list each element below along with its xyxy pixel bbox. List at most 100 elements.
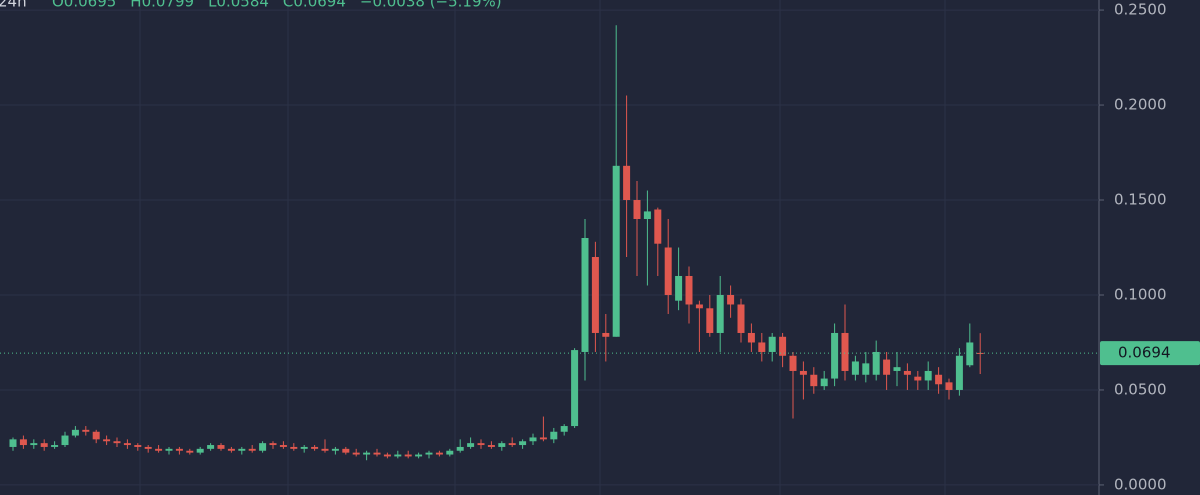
candle-body xyxy=(207,445,215,449)
candle-body xyxy=(529,437,537,442)
candle-body xyxy=(508,443,516,446)
candle-body xyxy=(768,336,776,352)
candle-body xyxy=(51,445,59,447)
last-price-label: 0.0694 xyxy=(1118,344,1171,362)
candle-body xyxy=(435,452,443,455)
candle-body xyxy=(155,448,163,451)
candle-body xyxy=(851,361,859,375)
candle-body xyxy=(404,454,412,457)
candle-body xyxy=(695,304,703,309)
candle-body xyxy=(706,308,714,333)
candle-body xyxy=(519,441,527,446)
candle-body xyxy=(581,238,589,352)
candle-body xyxy=(82,429,90,432)
candle-body xyxy=(779,336,787,356)
candle-body xyxy=(841,332,849,371)
interval-label: 24h xyxy=(0,0,27,11)
candle-body xyxy=(560,426,568,432)
ohlc-legend: L0.0584 xyxy=(208,0,269,11)
candle-body xyxy=(92,431,100,440)
candle-body xyxy=(602,332,610,337)
candle-body xyxy=(9,439,17,447)
candle-body xyxy=(758,342,766,352)
candle-body xyxy=(19,439,27,446)
candle-body xyxy=(737,304,745,333)
candle-body xyxy=(810,374,818,387)
candle-body xyxy=(259,443,267,451)
candle-body xyxy=(633,200,641,220)
candle-body xyxy=(40,443,48,447)
candle-body xyxy=(550,431,558,440)
candle-body xyxy=(165,448,173,451)
candle-body xyxy=(217,445,225,449)
candle-body xyxy=(71,429,79,436)
candle-body xyxy=(186,450,194,453)
candle-body xyxy=(61,435,69,446)
candle-body xyxy=(123,443,131,446)
ohlc-legend: C0.0694 xyxy=(283,0,346,11)
candle-body xyxy=(831,332,839,379)
candle-body xyxy=(467,443,475,447)
candle-body xyxy=(446,450,454,455)
candle-body xyxy=(311,446,319,449)
candle-body xyxy=(955,355,963,390)
candle-body xyxy=(924,370,932,381)
candle-body xyxy=(175,448,183,451)
candle-body xyxy=(144,446,152,449)
ohlc-legend: −0.0038 (−5.19%) xyxy=(360,0,502,11)
candle-body xyxy=(477,443,485,446)
candle-body xyxy=(373,452,381,455)
y-tick-label: 0.0000 xyxy=(1114,475,1167,493)
candle-body xyxy=(539,437,547,440)
candle-body xyxy=(383,454,391,457)
candle-body xyxy=(914,376,922,381)
candle-body xyxy=(664,247,672,295)
candle-body xyxy=(227,448,235,451)
candle-body xyxy=(415,454,423,457)
candle-body xyxy=(935,374,943,385)
time-grid xyxy=(139,0,946,495)
candle-body xyxy=(591,256,599,333)
ohlc-legend: H0.0799 xyxy=(130,0,194,11)
candle-body xyxy=(456,446,464,451)
candle-body xyxy=(290,446,298,449)
last-price-badge xyxy=(1100,341,1200,366)
candle-body xyxy=(675,275,683,301)
candle-body xyxy=(862,363,870,375)
candle-body xyxy=(945,382,953,390)
candle-body xyxy=(269,443,277,446)
ohlc-legend: O0.0695 xyxy=(52,0,116,11)
candle-body xyxy=(571,350,579,427)
candle-body xyxy=(799,370,807,375)
y-tick-label: 0.1000 xyxy=(1114,285,1167,303)
candle-body xyxy=(342,448,350,453)
y-tick-label: 0.1500 xyxy=(1114,191,1167,209)
candle-body xyxy=(238,448,246,451)
y-tick-label: 0.2000 xyxy=(1114,96,1167,114)
candle-body xyxy=(654,209,662,244)
candle-body xyxy=(612,165,620,337)
candle-body xyxy=(352,452,360,455)
candle-body xyxy=(30,443,38,446)
candle-body xyxy=(872,351,880,375)
candle-body xyxy=(279,445,287,447)
candle-body xyxy=(363,452,371,455)
candle-body xyxy=(903,370,911,375)
candle-body xyxy=(623,165,631,201)
candle-body xyxy=(685,275,693,305)
candle-body xyxy=(716,294,724,333)
candle-body xyxy=(727,294,735,305)
candle-body xyxy=(103,439,111,442)
candle-body xyxy=(394,454,402,457)
candle-body xyxy=(331,448,339,451)
candle-body xyxy=(883,359,891,375)
candle-body xyxy=(789,355,797,371)
y-tick-label: 0.2500 xyxy=(1114,1,1167,19)
candle-body xyxy=(487,445,495,447)
candle-body xyxy=(113,441,121,444)
candle-body xyxy=(321,448,329,451)
candle-body xyxy=(893,367,901,371)
candle-body xyxy=(747,332,755,343)
candle-body xyxy=(248,448,256,451)
